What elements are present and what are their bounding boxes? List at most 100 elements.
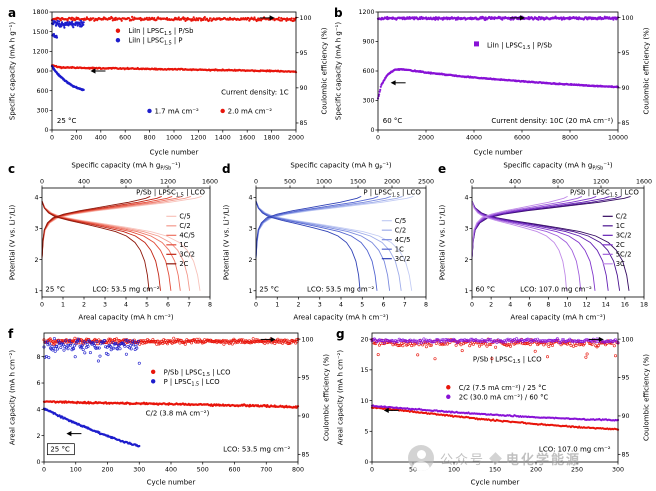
annotation: 60 °C [383,117,403,125]
x-tick-label: 0 [42,467,46,474]
annotation-marker [147,108,152,114]
annotation: Current density: 1C [221,89,289,97]
y-tick-label: 8 [36,354,40,361]
x-tick-label: 200 [530,467,542,474]
x-tick-label: 2 [296,302,300,309]
y2-tick-label: 100 [300,15,312,22]
x-tick-label: 0 [376,135,380,142]
legend-label: P | LPSC1.5 | LCO [164,378,220,388]
x-tick-label: 800 [144,135,156,142]
panel-a-cycling-1c: 0 200 400 600 800 1000 1200 1400 1600 1800 2000 0 30… [6,4,330,158]
y-tick-label: 1800 [32,9,48,16]
y2-tick-label: 95 [302,375,310,382]
series-cap [376,68,620,100]
left-arrow-head [390,80,396,86]
y-axis-label: Specific capacity (mA h g⁻¹) [335,22,343,120]
y-tick-label: 5 [364,428,368,435]
legend-label: 1C [395,245,404,253]
x2-tick-label: 400 [78,179,90,186]
profile-C/5 [255,195,414,291]
panel-e-voltage-profiles-60c: 0 2 4 6 8 10 12 14 16 18 1 2 3 4 0 400 800 1200 1600 Areal … [436,160,652,323]
profile-3C [471,195,568,291]
series-ce-p [42,337,141,365]
legend-label: 2C (30.0 mA cm⁻²) / 60 °C [459,393,549,401]
x-tick-label: 12 [583,302,591,309]
y2-tick-label: 85 [622,452,630,459]
legend-label: 3C/2 [395,255,411,263]
x2-tick-label: 1600 [202,179,218,186]
chart-g: 05010015020025030005101520859095100Cycle… [336,327,651,487]
charge-curve [255,195,362,259]
right-arrow-head [520,15,525,21]
series-cap-p [42,407,141,448]
x-tick-label: 2 [489,302,493,309]
y-tick-label: 4 [248,195,252,202]
y-tick-label: 4 [464,195,468,202]
x-tick-label: 700 [260,467,272,474]
x-tick-label: 150 [489,467,501,474]
legend-label: C/2 [179,222,190,230]
legend-label: 3C [616,260,625,268]
x-tick-label: 7 [187,302,191,309]
y-tick-label: 0 [370,127,374,134]
y-tick-label: 1200 [358,9,374,16]
profile-4C/5 [41,195,182,291]
profile-1C [471,195,622,291]
y2-tick-label: 85 [622,120,630,127]
x2-tick-label: 0 [470,179,474,186]
plot-area [471,195,631,291]
y-tick-label: 15 [360,367,368,374]
y-tick-label: 300 [36,108,48,115]
x-tick-label: 16 [621,302,629,309]
discharge-curve [255,200,361,291]
panel-letter: c [8,162,15,176]
x-tick-label: 6000 [514,135,530,142]
axes-frame [43,332,299,463]
profile-2C [41,195,151,291]
x-tick-label: 1 [61,302,65,309]
y2-tick-label: 85 [302,452,310,459]
legend: C/2 (7.5 mA cm⁻²) / 25 °C2C (30.0 mA cm⁻… [446,384,549,401]
y-tick-label: 900 [362,39,374,46]
x2-tick-label: 1500 [350,179,366,186]
legend: C/21C 3C/22C 5C/23C [602,213,631,268]
legend-dot-swatch [115,28,121,33]
x-tick-label: 5 [145,302,149,309]
annotation: 25 °C [57,117,77,125]
legend-label: C/5 [179,213,190,221]
x-tick-label: 400 [95,135,107,142]
x-tick-label: 18 [640,302,648,309]
legend-label: C/2 [395,226,406,234]
x2-axis-label: Specific capacity (mA h gP/Sb⁻¹) [71,162,180,172]
annotation: P/Sb | LPSC1.5 | LCO [473,355,542,365]
series-cap-psb [50,64,298,74]
y-axis-label: Potential (V vs. Li⁺/Li) [439,205,447,281]
legend-label: LiIn | LPSC1.5 | P [128,37,182,47]
avatar-head-shape [416,450,426,459]
x-tick-label: 2 [82,302,86,309]
panel-letter: d [222,162,231,176]
y-tick-label: 4 [36,407,40,414]
x-tick-label: 4000 [466,135,482,142]
x2-tick-label: 500 [284,179,296,186]
y2-tick-label: 100 [622,15,634,22]
profile-C/2 [255,195,403,291]
profile-1C [255,195,379,291]
annotation: LCO: 107.0 mg cm⁻² [520,286,592,294]
x-tick-label: 4 [124,302,128,309]
x-tick-label: 600 [228,467,240,474]
y-tick-label: 3 [464,226,468,233]
profile-2C [471,195,597,291]
y2-tick-label: 100 [622,336,634,343]
y-tick-label: 600 [362,68,374,75]
x-tick-label: 0 [50,135,54,142]
y-tick-label: 1200 [32,49,48,56]
annotation: C/2 (3.8 mA cm⁻²) [146,410,210,418]
x2-tick-label: 800 [120,179,132,186]
y-tick-label: 2 [34,257,38,264]
series-cap-psb [42,400,300,409]
plot-area [42,336,300,448]
x-tick-label: 0 [470,302,474,309]
left-arrow-head [66,431,72,437]
